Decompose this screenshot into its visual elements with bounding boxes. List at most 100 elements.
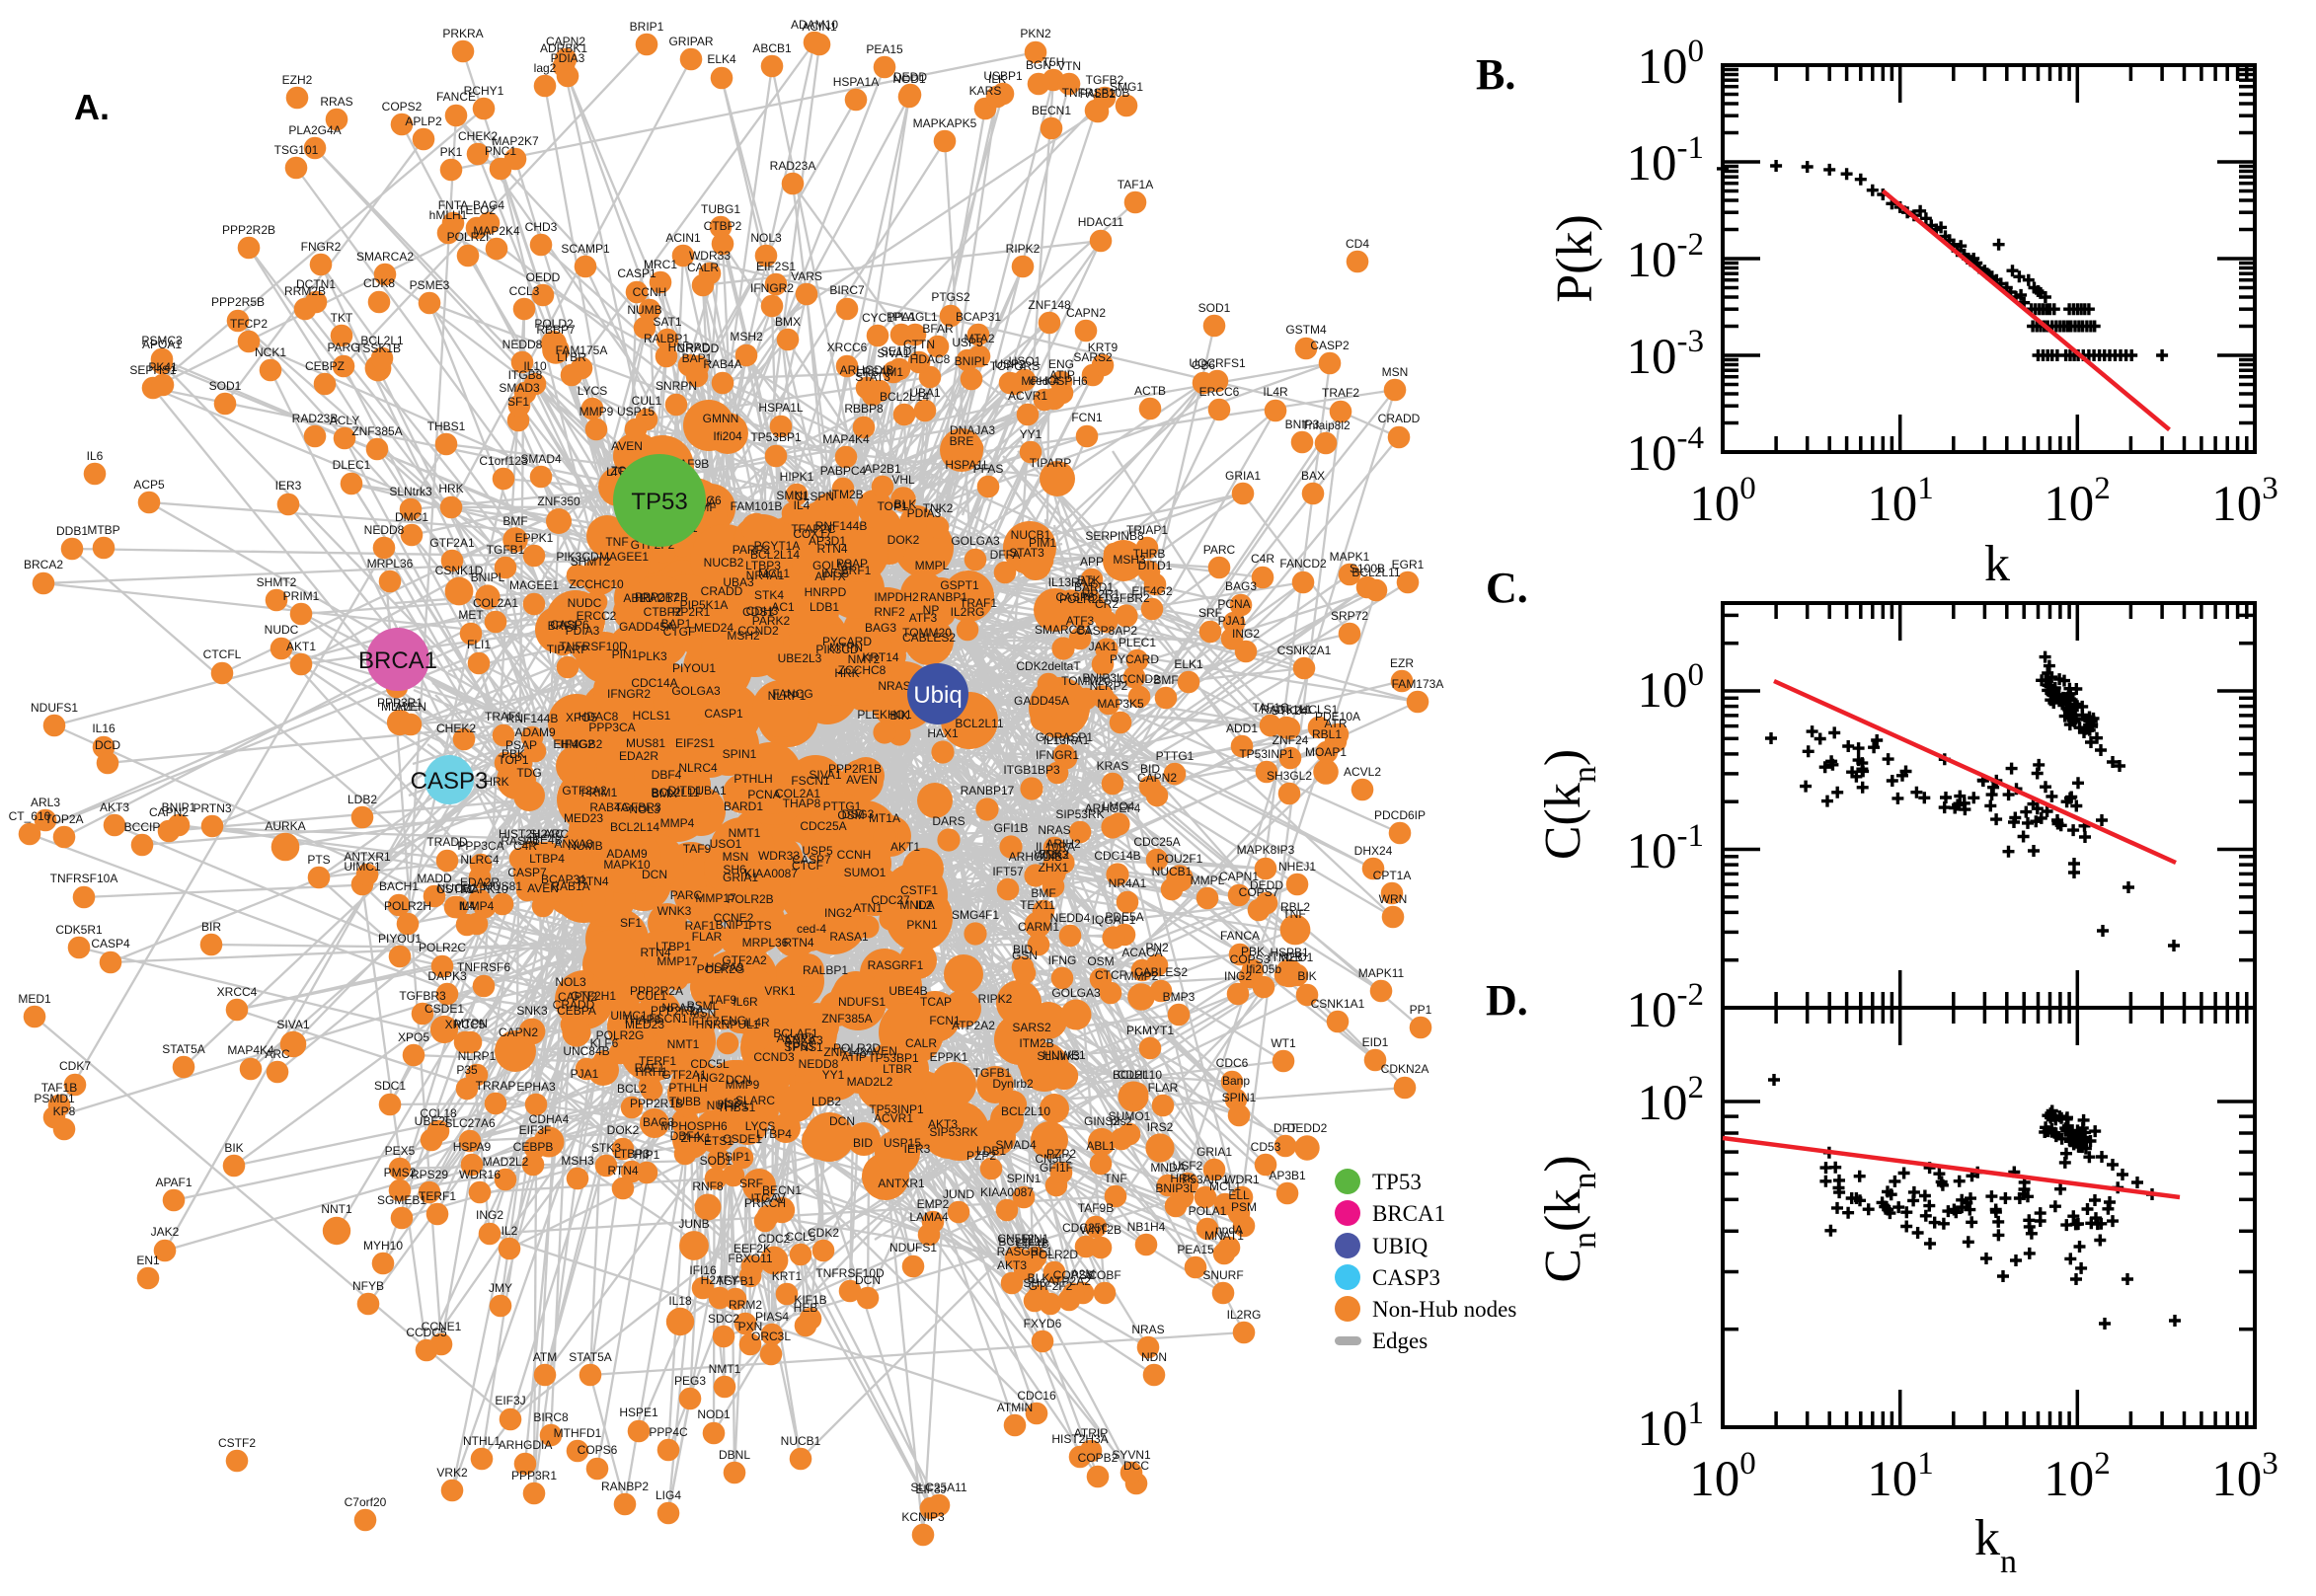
svg-text:CD53: CD53 — [1251, 1140, 1281, 1154]
svg-text:IL2RG: IL2RG — [1227, 1308, 1262, 1322]
svg-text:SAT1: SAT1 — [653, 315, 681, 329]
svg-text:CHD3: CHD3 — [525, 220, 558, 234]
svg-text:TAF1B: TAF1B — [41, 1081, 77, 1095]
svg-text:PARC: PARC — [1203, 543, 1236, 557]
svg-text:XRCC4: XRCC4 — [217, 985, 258, 999]
svg-text:MTA2: MTA2 — [964, 332, 994, 345]
svg-text:PLEC1: PLEC1 — [1119, 636, 1156, 649]
svg-text:RALBP1: RALBP1 — [644, 332, 689, 345]
svg-text:MAP2K4: MAP2K4 — [473, 224, 520, 238]
svg-text:TIPARP: TIPARP — [1030, 456, 1071, 470]
svg-text:SYVN1: SYVN1 — [1112, 1448, 1151, 1462]
svg-text:RP2R1: RP2R1 — [672, 605, 711, 619]
svg-text:RNF144B: RNF144B — [815, 519, 868, 533]
svg-text:SCAMP1: SCAMP1 — [561, 242, 610, 256]
svg-text:MMP9: MMP9 — [726, 1078, 760, 1092]
svg-text:UBA1: UBA1 — [909, 386, 941, 400]
svg-text:MMP2: MMP2 — [1124, 969, 1159, 983]
svg-text:CAPN2: CAPN2 — [558, 990, 597, 1004]
svg-text:BAG4: BAG4 — [473, 198, 504, 212]
svg-text:CTBP2: CTBP2 — [704, 219, 742, 233]
svg-text:B.: B. — [1476, 50, 1515, 99]
svg-text:HSPA1L: HSPA1L — [758, 401, 803, 415]
svg-text:GOLGA3: GOLGA3 — [951, 534, 1000, 548]
svg-text:FNTA: FNTA — [438, 198, 468, 212]
svg-text:BCCIP: BCCIP — [124, 820, 161, 834]
svg-text:SF1: SF1 — [507, 395, 529, 409]
svg-text:CDH1: CDH1 — [1118, 1068, 1150, 1082]
svg-text:PP1: PP1 — [1410, 1003, 1432, 1017]
svg-text:CSTF1: CSTF1 — [900, 883, 938, 897]
svg-text:ING2: ING2 — [476, 1208, 503, 1222]
svg-text:CCND3: CCND3 — [753, 1050, 795, 1064]
svg-text:CCDC5: CCDC5 — [406, 1326, 447, 1339]
svg-text:KRT1: KRT1 — [772, 1269, 803, 1283]
svg-text:LYCS: LYCS — [745, 1119, 775, 1133]
svg-text:BCL2L14: BCL2L14 — [610, 820, 659, 834]
svg-text:TNFRSF10A: TNFRSF10A — [50, 872, 118, 885]
svg-text:KARS: KARS — [969, 84, 1002, 98]
svg-text:RNF2: RNF2 — [874, 605, 905, 619]
svg-text:BIR: BIR — [201, 920, 221, 934]
svg-text:HNRPD: HNRPD — [805, 585, 847, 599]
svg-text:MAD2L2: MAD2L2 — [483, 1155, 529, 1169]
svg-text:FANCA: FANCA — [1220, 929, 1260, 943]
svg-text:VTN: VTN — [1057, 59, 1081, 73]
svg-text:DBF4: DBF4 — [652, 768, 682, 782]
svg-text:RNF144B: RNF144B — [506, 712, 559, 725]
svg-text:IFNGR2: IFNGR2 — [607, 687, 651, 701]
svg-text:GADD45A: GADD45A — [1014, 694, 1069, 708]
svg-text:AKT3: AKT3 — [100, 800, 129, 814]
svg-text:PEA15: PEA15 — [1177, 1243, 1214, 1256]
svg-text:PTGS2: PTGS2 — [931, 290, 970, 304]
svg-text:SMG4F1: SMG4F1 — [952, 908, 999, 922]
svg-text:PSME3: PSME3 — [410, 278, 450, 292]
svg-text:YY1: YY1 — [1020, 427, 1042, 441]
svg-text:IFNG: IFNG — [1048, 953, 1077, 967]
svg-text:BGN: BGN — [1026, 58, 1051, 72]
svg-text:RAB4A: RAB4A — [703, 357, 741, 371]
svg-text:RPS29: RPS29 — [411, 1168, 448, 1181]
svg-text:JUND: JUND — [943, 1187, 974, 1201]
svg-text:PALB2: PALB2 — [1080, 87, 1117, 101]
svg-text:ADAM9: ADAM9 — [606, 847, 648, 861]
svg-text:OEDD: OEDD — [526, 270, 561, 284]
svg-text:CASP4: CASP4 — [91, 937, 130, 950]
svg-text:NUCB1: NUCB1 — [1152, 865, 1193, 878]
svg-text:PIYOU1: PIYOU1 — [672, 661, 716, 675]
svg-text:NOL3: NOL3 — [750, 231, 782, 245]
svg-text:NUDC: NUDC — [265, 623, 299, 637]
svg-text:BMX: BMX — [775, 315, 801, 329]
svg-text:TP53BP1: TP53BP1 — [750, 430, 802, 444]
svg-text:DAPK3: DAPK3 — [427, 969, 467, 983]
svg-text:PKMYT1: PKMYT1 — [1126, 1024, 1174, 1037]
svg-text:CDK2deltaT: CDK2deltaT — [1016, 659, 1081, 673]
svg-text:Non-Hub nodes: Non-Hub nodes — [1372, 1297, 1516, 1322]
svg-text:UBE2I: UBE2I — [415, 1114, 449, 1128]
svg-text:TGFB1: TGFB1 — [717, 1274, 755, 1288]
svg-text:DDB1: DDB1 — [56, 524, 88, 538]
svg-text:NRAS: NRAS — [1131, 1323, 1164, 1336]
svg-text:FBXO11: FBXO11 — [728, 1252, 772, 1265]
svg-text:NR4A1: NR4A1 — [746, 569, 785, 582]
svg-text:MMP4: MMP4 — [460, 899, 495, 913]
svg-text:SF1: SF1 — [620, 916, 642, 930]
svg-text:CALR: CALR — [687, 261, 719, 274]
svg-text:ENG: ENG — [721, 1014, 746, 1027]
svg-text:VARS: VARS — [791, 269, 822, 283]
svg-text:ELK1: ELK1 — [1174, 657, 1203, 671]
svg-text:MAPKAPK5: MAPKAPK5 — [913, 116, 977, 130]
svg-text:TAF9: TAF9 — [683, 842, 712, 856]
svg-text:ABL1: ABL1 — [623, 591, 653, 605]
svg-text:JUNB: JUNB — [678, 1217, 709, 1231]
svg-text:CHEK2: CHEK2 — [436, 722, 476, 735]
svg-text:NLRP1: NLRP1 — [768, 689, 807, 703]
svg-text:TNFRSF10D: TNFRSF10D — [815, 1266, 885, 1280]
svg-text:TOP1: TOP1 — [877, 499, 907, 513]
svg-text:PTHLH: PTHLH — [733, 772, 772, 786]
svg-text:BNIP3L: BNIP3L — [1082, 671, 1123, 685]
svg-text:RALBP1: RALBP1 — [803, 963, 848, 977]
svg-text:Ifi204: Ifi204 — [713, 429, 742, 443]
svg-text:SRF: SRF — [739, 1177, 763, 1190]
svg-text:ANTXR1: ANTXR1 — [344, 850, 391, 864]
